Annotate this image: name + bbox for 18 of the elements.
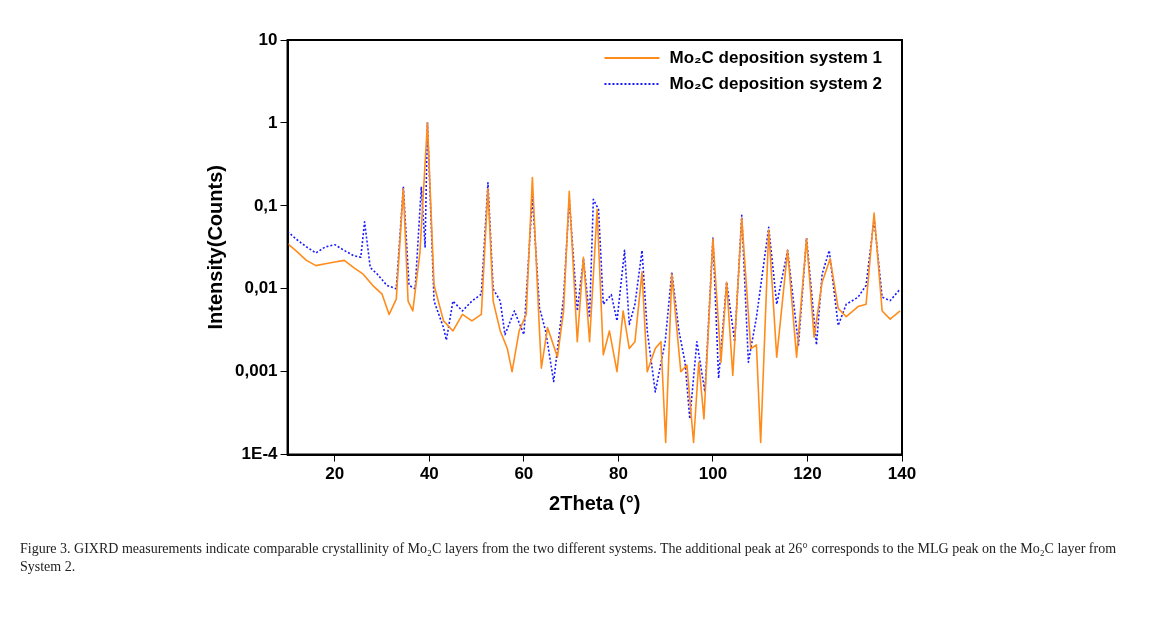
caption: Figure 3. GIXRD measurements indicate comparable crystallinity of Mo₂C layers from the two different systems. The additional peak at 26° corresponds to the MLG peak on the Mo₂C layer from System 2.	[20, 540, 1118, 576]
y-tick-label: 0,001	[234, 361, 278, 381]
x-tick-label: 80	[608, 464, 628, 484]
y-tick-label: 1E-4	[241, 444, 279, 464]
x-tick-label: 60	[514, 464, 534, 484]
y-axis-title: Intensity(Counts)	[203, 165, 226, 330]
y-tick-label: 0,01	[244, 278, 278, 298]
legend-label: Mo₂C deposition system 1	[669, 47, 883, 67]
y-tick-label: 1	[268, 112, 278, 132]
y-tick-label: 10	[258, 29, 278, 49]
y-tick-label: 0,1	[253, 195, 278, 215]
x-tick-label: 40	[419, 464, 439, 484]
x-tick-label: 120	[793, 464, 822, 484]
legend-label: Mo₂C deposition system 2	[669, 73, 883, 93]
x-tick-label: 140	[887, 464, 917, 484]
x-tick-label: 100	[698, 464, 728, 484]
x-tick-label: 20	[325, 464, 345, 484]
x-axis-title: 2Theta (°)	[549, 491, 641, 514]
